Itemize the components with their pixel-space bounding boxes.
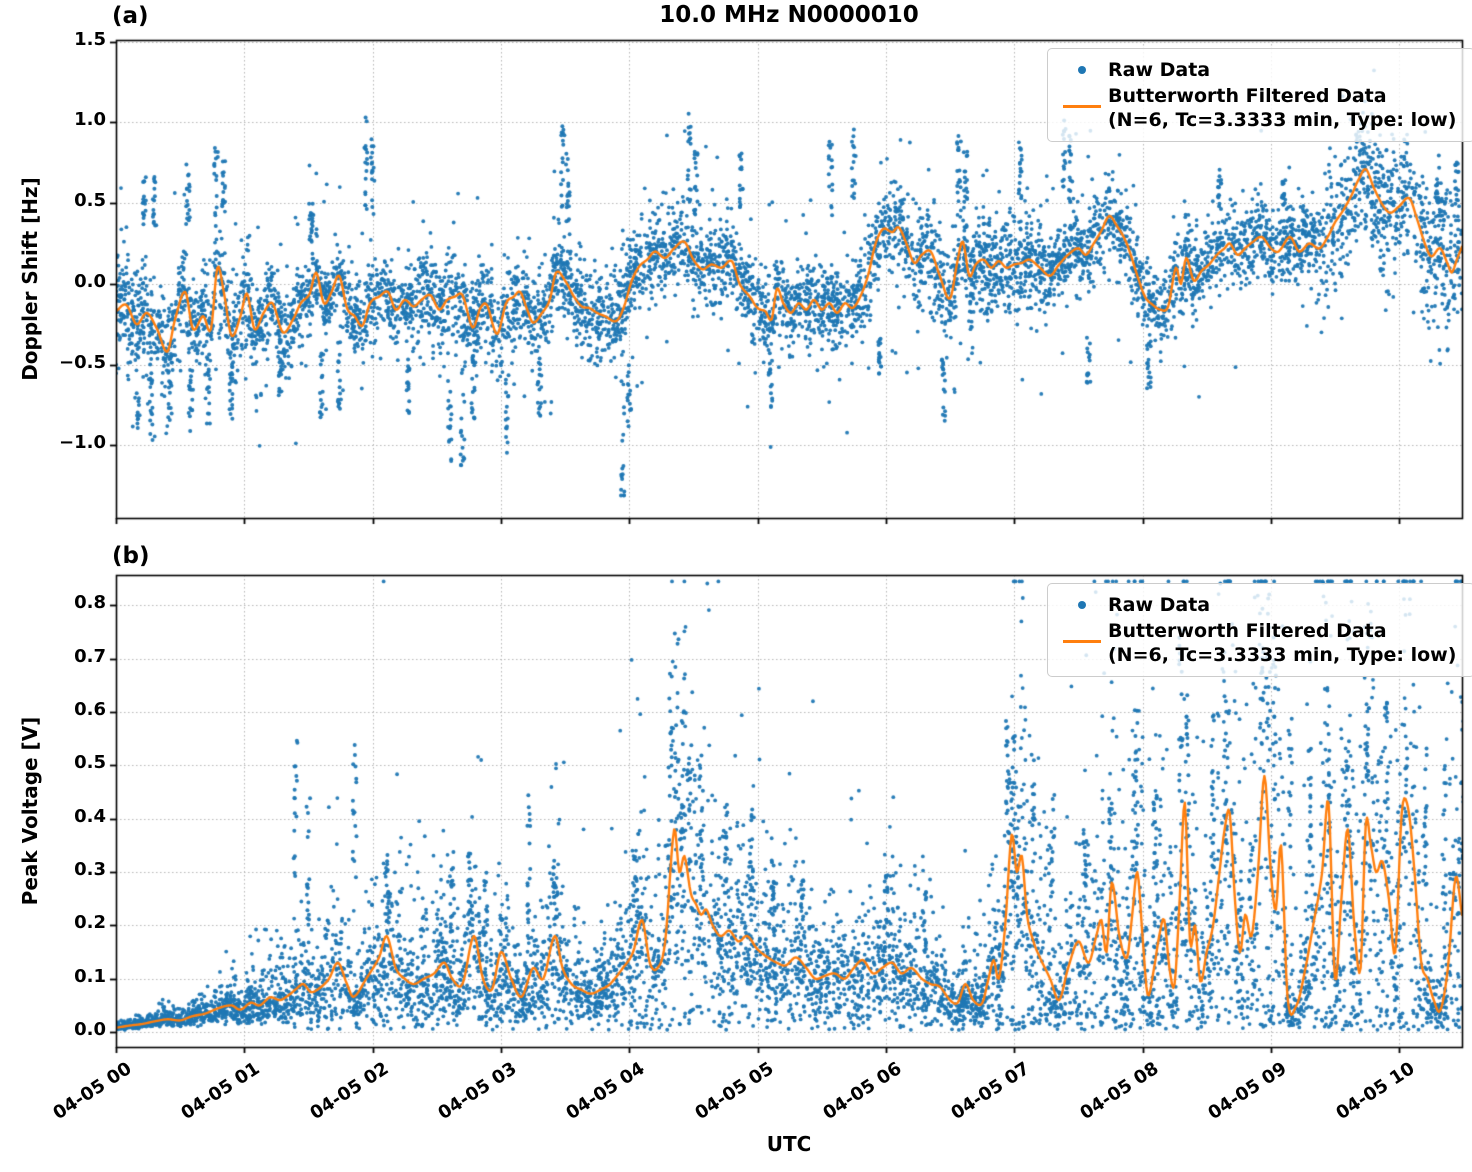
y-tick-label-panel-a-0: 1.5: [74, 28, 106, 50]
y-tick-label-panel-a-2: 0.5: [74, 190, 106, 212]
y-tick-label-panel-a-4: −0.5: [59, 351, 106, 373]
y-tick-label-panel-b-7: 0.1: [74, 965, 106, 987]
panel-label-a: (a): [112, 3, 149, 29]
legend-row-raw: Raw Data: [1056, 593, 1464, 617]
legend-row-filtered: Butterworth Filtered Data (N=6, Tc=3.333…: [1056, 84, 1464, 132]
panel-label-b: (b): [112, 543, 150, 569]
figure-title: 10.0 MHz N0000010: [659, 2, 919, 28]
legend-panel-b: Raw Data Butterworth Filtered Data (N=6,…: [1047, 583, 1472, 677]
y-tick-label-panel-a-3: 0.0: [74, 270, 106, 292]
legend-row-raw: Raw Data: [1056, 58, 1464, 82]
y-tick-label-panel-b-5: 0.3: [74, 859, 106, 881]
legend-raw-label: Raw Data: [1108, 59, 1211, 81]
raw-data-marker-icon: [1078, 601, 1086, 609]
legend-row-filtered: Butterworth Filtered Data (N=6, Tc=3.333…: [1056, 619, 1464, 667]
y-tick-label-panel-b-8: 0.0: [74, 1019, 106, 1041]
legend-raw-label: Raw Data: [1108, 594, 1211, 616]
legend-panel-a: Raw Data Butterworth Filtered Data (N=6,…: [1047, 48, 1472, 142]
x-axis-label-utc: UTC: [766, 1132, 812, 1156]
filtered-line-marker-icon: [1063, 639, 1101, 643]
legend-filtered-label-line1: Butterworth Filtered Data: [1108, 85, 1387, 107]
legend-filtered-label-line2: (N=6, Tc=3.3333 min, Type: low): [1108, 644, 1457, 666]
filtered-line-marker-icon: [1063, 104, 1101, 108]
y-tick-label-panel-b-2: 0.6: [74, 699, 106, 721]
y-tick-label-panel-b-0: 0.8: [74, 592, 106, 614]
legend-filtered-label-line1: Butterworth Filtered Data: [1108, 620, 1387, 642]
raw-data-marker-icon: [1078, 66, 1086, 74]
legend-filtered-label-line2: (N=6, Tc=3.3333 min, Type: low): [1108, 109, 1457, 131]
y-tick-label-panel-b-6: 0.2: [74, 912, 106, 934]
y-tick-label-panel-b-4: 0.4: [74, 805, 106, 827]
y-tick-label-panel-a-1: 1.0: [74, 109, 106, 131]
y-tick-label-panel-b-3: 0.5: [74, 752, 106, 774]
y-tick-label-panel-b-1: 0.7: [74, 645, 106, 667]
y-tick-label-panel-a-5: −1.0: [59, 432, 106, 454]
